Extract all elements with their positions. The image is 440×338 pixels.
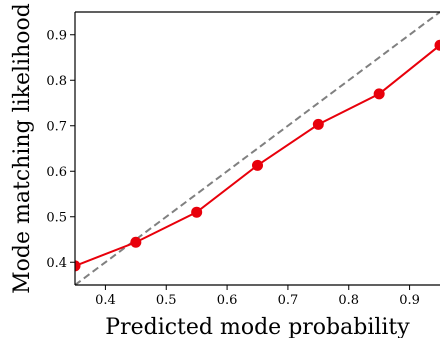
data-point	[434, 39, 440, 51]
y-tick-label: 0.7	[46, 119, 67, 134]
axes: 0.4 0.5 0.6 0.7 0.8 0.9 0.4 0.5 0.6 0.7 0.8 0.9	[46, 11, 440, 308]
data-point	[191, 206, 203, 218]
data-point	[373, 88, 385, 100]
reference-diagonal-line	[75, 12, 440, 285]
x-tick-label: 0.9	[399, 293, 420, 308]
x-tick-label: 0.7	[278, 293, 299, 308]
x-tick-label: 0.6	[217, 293, 238, 308]
y-tick-label: 0.6	[46, 165, 67, 180]
data-point	[75, 260, 81, 272]
x-tick-label: 0.4	[95, 293, 116, 308]
y-tick-label: 0.8	[46, 74, 67, 89]
x-axis-label: Predicted mode probability	[105, 315, 410, 338]
data-point	[130, 236, 142, 248]
y-tick-label: 0.5	[46, 210, 67, 225]
x-tick-label: 0.8	[338, 293, 359, 308]
y-axis-label: Mode matching likelihood	[10, 3, 35, 294]
plot-area	[75, 12, 440, 285]
data-point	[252, 159, 263, 171]
x-tick-label: 0.5	[156, 293, 177, 308]
y-tick-label: 0.4	[46, 256, 67, 271]
data-point	[312, 118, 324, 130]
series-line	[75, 44, 440, 267]
y-tick-label: 0.9	[46, 28, 67, 43]
